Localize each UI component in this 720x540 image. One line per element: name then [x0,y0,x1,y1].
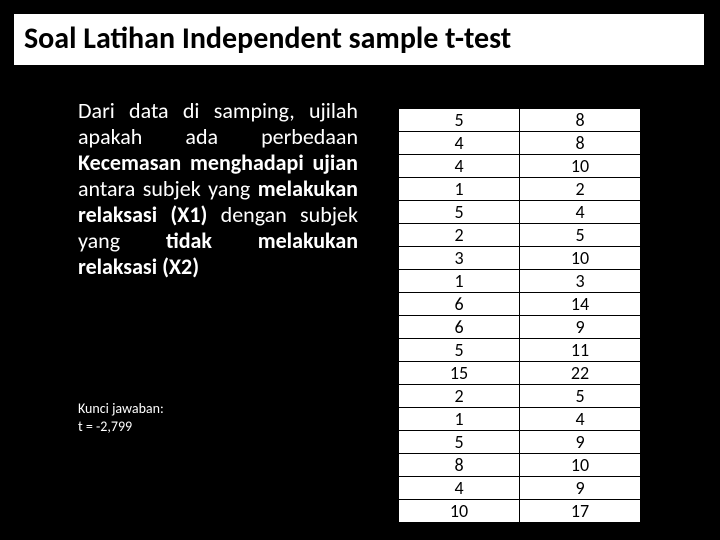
table-cell: 4 [399,155,520,178]
table-row: 410 [399,155,641,178]
table-cell: 5 [399,201,520,224]
table-row: 310 [399,247,641,270]
table-cell: 9 [520,316,641,339]
table-cell: 11 [520,339,641,362]
table-cell: 1 [399,270,520,293]
slide-title: Soal Latihan Independent sample t-test [14,14,704,65]
table-row: 810 [399,454,641,477]
table-row: 25 [399,224,641,247]
table-cell: 15 [399,362,520,385]
table-row: 48 [399,132,641,155]
table-cell: 8 [399,454,520,477]
table-cell: 5 [399,339,520,362]
table-row: 614 [399,293,641,316]
table-cell: 22 [520,362,641,385]
table-row: 54 [399,201,641,224]
table-row: 58 [399,109,641,132]
table-cell: 5 [399,109,520,132]
table-row: 69 [399,316,641,339]
table-cell: 2 [520,178,641,201]
table-cell: 9 [520,431,641,454]
table-row: 49 [399,477,641,500]
answer-key: Kunci jawaban: t = -2,799 [78,400,164,435]
table-cell: 1 [399,178,520,201]
body-bold-kecemasan: Kecemasan menghadapi ujian [78,149,358,176]
table-row: 1017 [399,500,641,523]
table-cell: 8 [520,132,641,155]
body-segment: antara subjek yang [78,175,258,202]
table-cell: 4 [520,201,641,224]
table-row: 13 [399,270,641,293]
table-cell: 2 [399,385,520,408]
table-cell: 4 [399,477,520,500]
table-cell: 3 [399,247,520,270]
answer-key-value: t = -2,799 [78,418,164,436]
table-row: 12 [399,178,641,201]
table-cell: 14 [520,293,641,316]
table-cell: 8 [520,109,641,132]
table-row: 25 [399,385,641,408]
table-cell: 10 [520,155,641,178]
table-cell: 2 [399,224,520,247]
table-cell: 4 [399,132,520,155]
table-cell: 10 [520,247,641,270]
answer-key-label: Kunci jawaban: [78,400,164,418]
table-cell: 3 [520,270,641,293]
data-table: 5848410125425310136146951115222514598104… [398,108,641,523]
table-row: 1522 [399,362,641,385]
table-cell: 5 [399,431,520,454]
body-segment: Dari data di samping, ujilah apakah ada … [78,97,358,150]
table-cell: 6 [399,293,520,316]
question-text: Dari data di samping, ujilah apakah ada … [78,98,358,280]
slide: Soal Latihan Independent sample t-test D… [0,0,720,540]
table-cell: 10 [399,500,520,523]
table-cell: 9 [520,477,641,500]
table-cell: 17 [520,500,641,523]
table-row: 59 [399,431,641,454]
table-cell: 6 [399,316,520,339]
table-cell: 5 [520,385,641,408]
table-cell: 10 [520,454,641,477]
table-row: 14 [399,408,641,431]
table-cell: 1 [399,408,520,431]
table-cell: 5 [520,224,641,247]
table-row: 511 [399,339,641,362]
table-cell: 4 [520,408,641,431]
